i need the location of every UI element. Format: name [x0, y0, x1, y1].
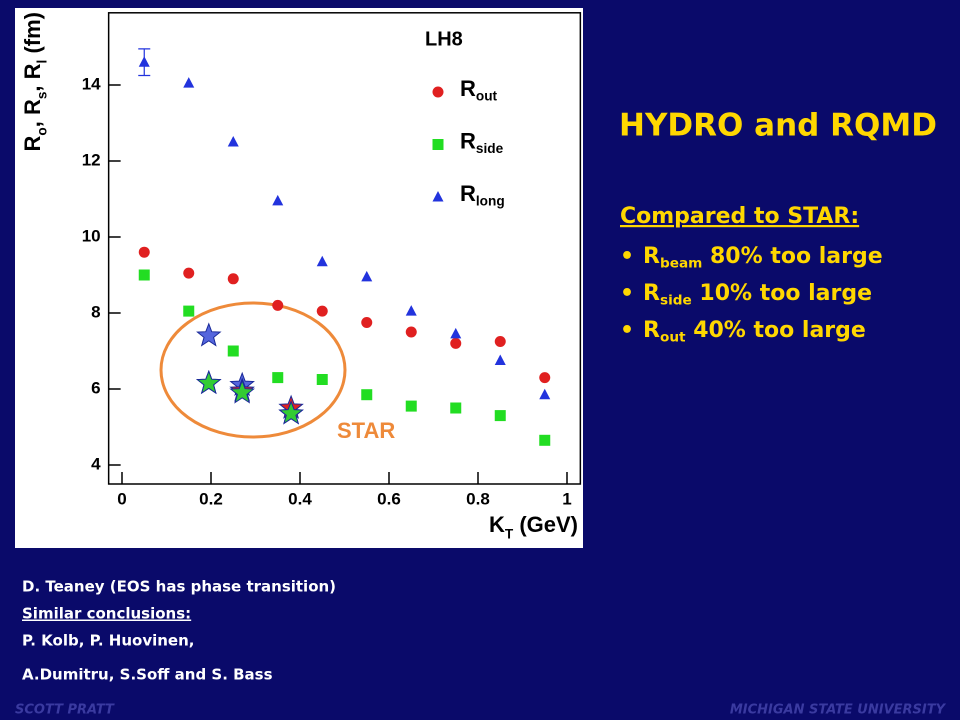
- point: [494, 354, 506, 365]
- point: [494, 410, 506, 422]
- note: A.Dumitru, S.Soff and S. Bass: [22, 666, 273, 684]
- point: [450, 327, 462, 339]
- legend-marker: [432, 191, 444, 202]
- legend-label: Rlong: [460, 181, 505, 208]
- slide-title: HYDRO and RQMD: [619, 108, 937, 144]
- y-axis-label: Ro, Rs, Rl (fm): [20, 12, 50, 152]
- point: [272, 194, 284, 206]
- note: D. Teaney (EOS has phase transition): [22, 578, 336, 596]
- footer-right: MICHIGAN STATE UNIVERSITY: [730, 703, 947, 718]
- y-tick-label: 14: [82, 74, 101, 93]
- point: [539, 434, 551, 446]
- y-tick-label: 8: [91, 302, 100, 321]
- y-tick-label: 4: [91, 454, 101, 473]
- chart: 4 6 8 10 12 14 0 0.2 0.4 0.6 0.8 1 KT (GeV) Ro, Rs, R…: [20, 12, 582, 542]
- point: [227, 273, 239, 285]
- legend-marker: [432, 139, 444, 150]
- point: [138, 269, 150, 281]
- point: [450, 337, 462, 349]
- bullet: Rout 40% too large: [643, 318, 866, 346]
- point: [227, 136, 239, 147]
- star-point: [229, 379, 255, 404]
- x-tick-label: 1: [562, 489, 571, 508]
- point: [539, 372, 551, 384]
- point: [272, 299, 284, 311]
- point: [361, 317, 373, 328]
- legend-label: Rout: [460, 76, 498, 103]
- annotation: STAR: [337, 418, 395, 443]
- point: [405, 326, 417, 338]
- point: [316, 305, 328, 317]
- legend-label: Rside: [460, 128, 504, 155]
- point: [183, 305, 195, 317]
- x-tick-label: 0.6: [377, 489, 401, 508]
- point: [138, 56, 150, 67]
- x-tick-label: 0.4: [288, 489, 312, 508]
- bullet: Rbeam 80% too large: [643, 244, 883, 272]
- star-point: [278, 400, 304, 425]
- star-point: [196, 322, 222, 347]
- point: [539, 388, 551, 400]
- x-tick-label: 0: [117, 489, 126, 508]
- x-tick-label: 0.8: [466, 489, 490, 508]
- bullet-dot: •: [620, 318, 634, 343]
- chart-label: LH8: [425, 28, 463, 50]
- bullets-heading: Compared to STAR:: [620, 204, 859, 229]
- x-tick-label: 0.2: [199, 489, 223, 508]
- point: [138, 246, 150, 258]
- note: Similar conclusions:: [22, 605, 191, 623]
- legend-marker: [432, 86, 444, 98]
- bullet-dot: •: [620, 281, 634, 306]
- point: [361, 389, 373, 401]
- footer-left: SCOTT PRATT: [15, 703, 115, 718]
- chart-panel: [15, 8, 583, 548]
- point: [272, 372, 284, 384]
- point: [450, 402, 462, 414]
- plot-frame: [107, 12, 582, 485]
- bullet: Rside 10% too large: [643, 281, 872, 309]
- point: [494, 336, 506, 347]
- point: [405, 400, 417, 412]
- point: [227, 345, 239, 357]
- highlight-ellipse: [159, 301, 347, 439]
- point: [183, 267, 195, 279]
- x-axis-label: KT (GeV): [489, 512, 578, 542]
- y-tick-label: 12: [82, 150, 101, 169]
- y-tick-label: 6: [91, 378, 100, 397]
- point: [361, 270, 373, 282]
- point: [405, 305, 417, 316]
- star-point: [196, 369, 222, 395]
- point: [316, 374, 328, 385]
- bullet-dot: •: [620, 244, 634, 269]
- y-tick-label: 10: [82, 226, 101, 245]
- point: [316, 255, 328, 267]
- point: [183, 77, 195, 88]
- note: P. Kolb, P. Huovinen,: [22, 632, 194, 650]
